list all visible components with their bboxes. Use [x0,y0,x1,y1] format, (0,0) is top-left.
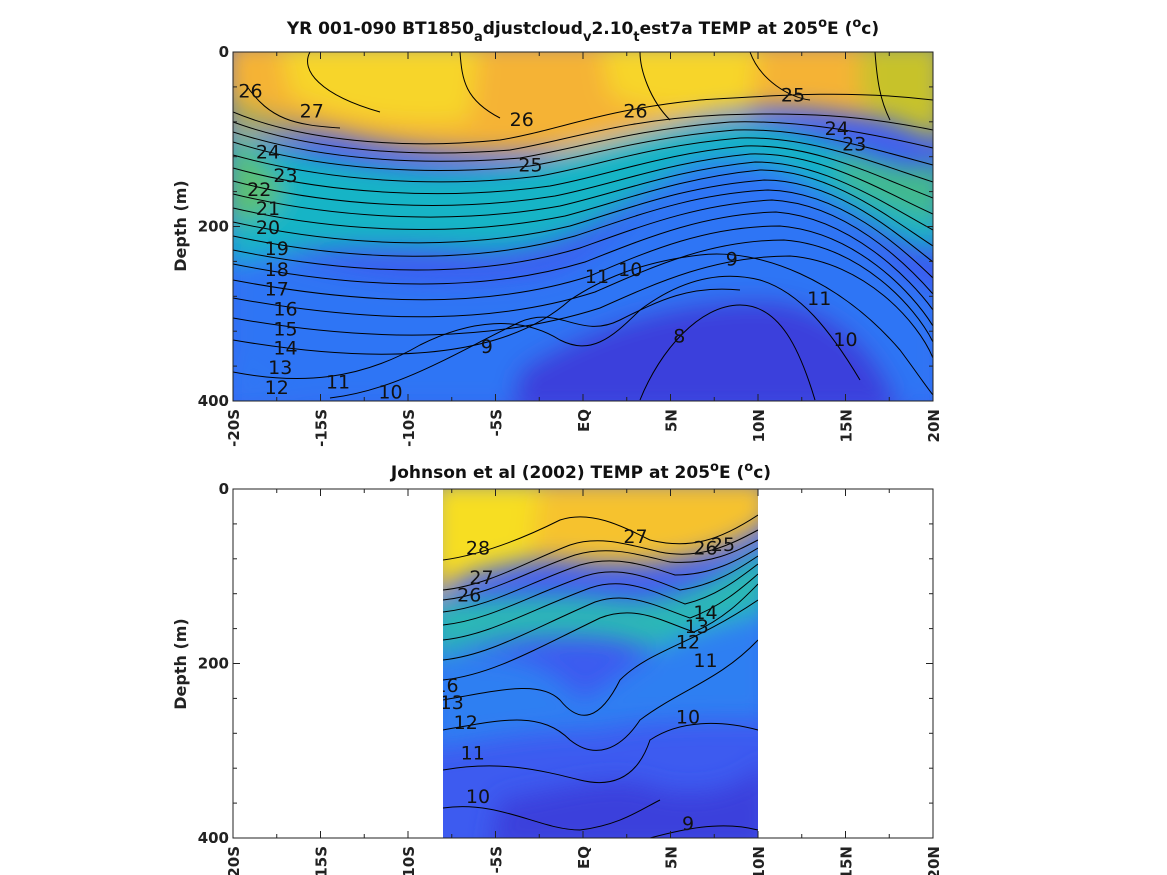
bottom-panel: Johnson et al (2002) TEMP at 205oE (oc) [171,460,943,875]
top-contour-label: 24 [256,141,280,163]
bottom-x-tick-label: 5N [663,846,681,869]
top-x-tick-label: -5S [488,409,506,436]
bottom-x-tick-label: -10S [400,846,418,875]
top-contour-label: 10 [378,381,402,403]
bottom-x-tick-label: -15S [313,846,331,875]
bottom-x-tick-label: 20N [925,846,943,875]
bottom-y-tick-label: 0 [219,480,229,498]
bottom-contour-label: 14 [693,602,717,624]
bottom-contour-label: 9 [682,813,694,835]
top-contour-label: 26 [623,100,647,122]
top-contour-label: 27 [300,100,324,122]
top-contour-label: 20 [256,217,280,239]
bottom-x-tick-label: -5S [488,846,506,873]
top-contour-label: 21 [256,198,280,220]
top-x-tick-label: EQ [575,409,593,432]
bottom-contour-label: 11 [461,742,485,764]
top-contour-label: 8 [673,325,685,347]
bottom-title: Johnson et al (2002) TEMP at 205oE (oc) [390,460,771,483]
top-x-tick-label: 10N [750,409,768,442]
bottom-contour-label: 16 [434,675,458,697]
bottom-contour-label: 27 [623,526,647,548]
bottom-contour-label: 10 [466,786,490,808]
top-contour-label: 11 [585,266,609,288]
top-x-tick-label: 20N [925,409,943,442]
top-contour-label: 9 [481,336,493,358]
top-contour-label: 16 [273,298,297,320]
top-contour-label: 18 [265,259,289,281]
top-contour-label: 14 [273,338,297,360]
bottom-contour-label: 27 [469,567,493,589]
bottom-contour-label: 13 [685,616,709,638]
top-contour-label: 25 [518,154,542,176]
top-x-tick-label: 15N [838,409,856,442]
bottom-contour-label: 26 [457,584,481,606]
top-contour-label: 11 [326,372,350,394]
top-contour-label: 11 [807,288,831,310]
top-contour-label: 12 [265,377,289,399]
top-panel: YR 001-090 BT1850adjustcloudv2.10test7a … [171,16,943,447]
top-x-tick-label: -20S [225,409,243,447]
top-y-axis-label: Depth (m) [171,180,190,272]
bottom-x-tick-label: EQ [575,846,593,869]
top-contour-label: 26 [238,80,262,102]
top-contour-label: 15 [273,318,297,340]
bottom-x-tick-label: 10N [750,846,768,875]
bottom-axes: -20S -15S -10S -5S EQ 5N 10N 15N 20N 0 200 400 [198,480,943,875]
bottom-contour-label: 25 [711,534,735,556]
top-contour-label: 13 [268,357,292,379]
bottom-contour-label: 28 [466,537,490,559]
top-contour-label: 23 [273,165,297,187]
bottom-contour-label: 12 [676,632,700,654]
bottom-y-axis-label: Depth (m) [171,618,190,710]
top-y-tick-label: 200 [198,218,229,236]
top-contour-label: 10 [618,259,642,281]
bottom-contour-label: 13 [440,692,464,714]
top-title: YR 001-090 BT1850adjustcloudv2.10test7a … [286,16,879,45]
bottom-contour-label: 26 [693,537,717,559]
top-contour-label: 9 [726,249,738,271]
bottom-y-tick-label: 200 [198,655,229,673]
top-contour-label: 10 [833,329,857,351]
bottom-contour-label: 11 [693,650,717,672]
top-x-tick-label: 5N [663,409,681,432]
bottom-x-tick-label: -20S [225,846,243,875]
top-x-tick-label: -10S [400,409,418,447]
top-axes: -20S -15S -10S -5S EQ 5N 10N 15N 20N 0 200 400 [198,43,943,447]
top-contour-label: 19 [265,238,289,260]
top-contour-label: 22 [247,179,271,201]
top-contour-label: 25 [781,85,805,107]
top-contour-label: 24 [825,118,849,140]
top-y-tick-label: 400 [198,392,229,410]
top-contour-label: 26 [510,109,534,131]
bottom-contour-label: 12 [454,712,478,734]
bottom-x-tick-label: 15N [838,846,856,875]
top-contour-label: 23 [842,133,866,155]
top-contour-label: 17 [265,278,289,300]
top-x-tick-label: -15S [313,409,331,447]
top-y-tick-label: 0 [219,43,229,61]
bottom-contour-label: 10 [676,707,700,729]
bottom-y-tick-label: 400 [198,829,229,847]
